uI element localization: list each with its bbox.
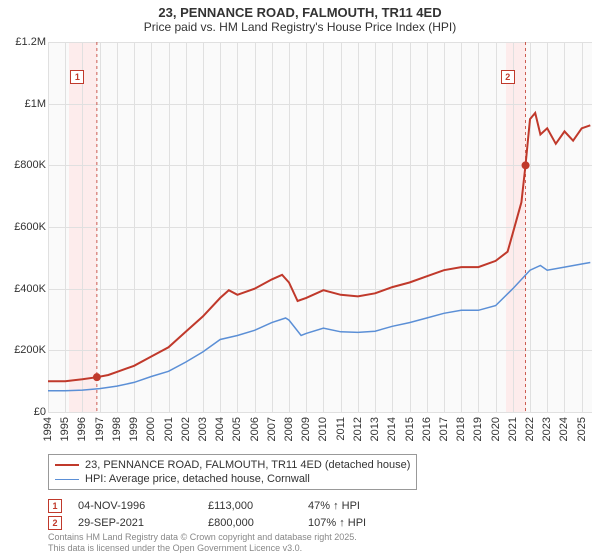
x-tick-label: 1999 — [128, 417, 140, 441]
legend-label: 23, PENNANCE ROAD, FALMOUTH, TR11 4ED (d… — [85, 459, 410, 471]
sales-table: 1 04-NOV-1996£113,00047% ↑ HPI 2 29-SEP-202… — [48, 497, 428, 531]
title-block: 23, PENNANCE ROAD, FALMOUTH, TR11 4ED Pr… — [0, 0, 600, 36]
legend-item: 23, PENNANCE ROAD, FALMOUTH, TR11 4ED (d… — [55, 458, 410, 472]
x-tick-label: 1997 — [94, 417, 106, 441]
sale-row-date: 04-NOV-1996 — [78, 500, 208, 512]
x-tick-label: 2015 — [404, 417, 416, 441]
legend-item: HPI: Average price, detached house, Corn… — [55, 472, 410, 486]
chart-container: 23, PENNANCE ROAD, FALMOUTH, TR11 4ED Pr… — [0, 0, 600, 560]
x-tick-label: 2006 — [249, 417, 261, 441]
x-tick-label: 2020 — [490, 417, 502, 441]
x-tick-label: 2000 — [145, 417, 157, 441]
x-tick-label: 2021 — [507, 417, 519, 441]
sale-row-price: £800,000 — [208, 517, 308, 529]
title-main: 23, PENNANCE ROAD, FALMOUTH, TR11 4ED — [0, 5, 600, 20]
x-tick-label: 2025 — [576, 417, 588, 441]
x-tick-label: 2022 — [524, 417, 536, 441]
sale-row-marker: 1 — [48, 499, 62, 513]
x-tick-label: 2024 — [558, 417, 570, 441]
y-tick-label: £600K — [2, 221, 46, 233]
x-tick-label: 2008 — [283, 417, 295, 441]
sale-marker-dot-1 — [93, 373, 101, 381]
license-text: Contains HM Land Registry data © Crown c… — [48, 532, 357, 554]
x-tick-label: 2009 — [300, 417, 312, 441]
license-line1: Contains HM Land Registry data © Crown c… — [48, 532, 357, 543]
x-tick-label: 2004 — [214, 417, 226, 441]
chart-plot-area: 12 — [48, 42, 592, 412]
x-tick-label: 2003 — [197, 417, 209, 441]
legend-label: HPI: Average price, detached house, Corn… — [85, 473, 310, 485]
y-tick-label: £1M — [2, 98, 46, 110]
sale-row-hpi: 107% ↑ HPI — [308, 517, 428, 529]
sale-row-date: 29-SEP-2021 — [78, 517, 208, 529]
sale-row-hpi: 47% ↑ HPI — [308, 500, 428, 512]
x-tick-label: 1996 — [76, 417, 88, 441]
sale-row-price: £113,000 — [208, 500, 308, 512]
legend-swatch — [55, 464, 79, 466]
x-tick-label: 2005 — [231, 417, 243, 441]
license-line2: This data is licensed under the Open Gov… — [48, 543, 357, 554]
y-tick-label: £200K — [2, 344, 46, 356]
x-tick-label: 2002 — [180, 417, 192, 441]
x-tick-label: 1998 — [111, 417, 123, 441]
x-tick-label: 2007 — [266, 417, 278, 441]
y-tick-label: £1.2M — [2, 36, 46, 48]
sale-row-marker: 2 — [48, 516, 62, 530]
y-tick-label: £800K — [2, 159, 46, 171]
x-tick-label: 2010 — [317, 417, 329, 441]
x-tick-label: 1995 — [59, 417, 71, 441]
sale-row-1: 1 04-NOV-1996£113,00047% ↑ HPI — [48, 497, 428, 514]
line-layer — [48, 42, 592, 412]
x-tick-label: 2011 — [335, 417, 347, 441]
x-tick-label: 2013 — [369, 417, 381, 441]
sale-marker-dot-2 — [522, 161, 530, 169]
x-tick-label: 2017 — [438, 417, 450, 441]
x-tick-label: 2012 — [352, 417, 364, 441]
legend: 23, PENNANCE ROAD, FALMOUTH, TR11 4ED (d… — [48, 454, 417, 490]
x-tick-label: 2001 — [163, 417, 175, 441]
y-tick-label: £400K — [2, 283, 46, 295]
x-tick-label: 2016 — [421, 417, 433, 441]
y-gridline — [48, 412, 592, 413]
x-tick-label: 2014 — [386, 417, 398, 441]
legend-swatch — [55, 479, 79, 480]
x-tick-label: 1994 — [42, 417, 54, 441]
title-sub: Price paid vs. HM Land Registry's House … — [0, 20, 600, 34]
x-tick-label: 2019 — [472, 417, 484, 441]
sale-row-2: 2 29-SEP-2021£800,000107% ↑ HPI — [48, 514, 428, 531]
x-tick-label: 2023 — [541, 417, 553, 441]
series-hpi — [48, 263, 590, 391]
x-tick-label: 2018 — [455, 417, 467, 441]
series-price_paid — [48, 113, 590, 381]
y-tick-label: £0 — [2, 406, 46, 418]
